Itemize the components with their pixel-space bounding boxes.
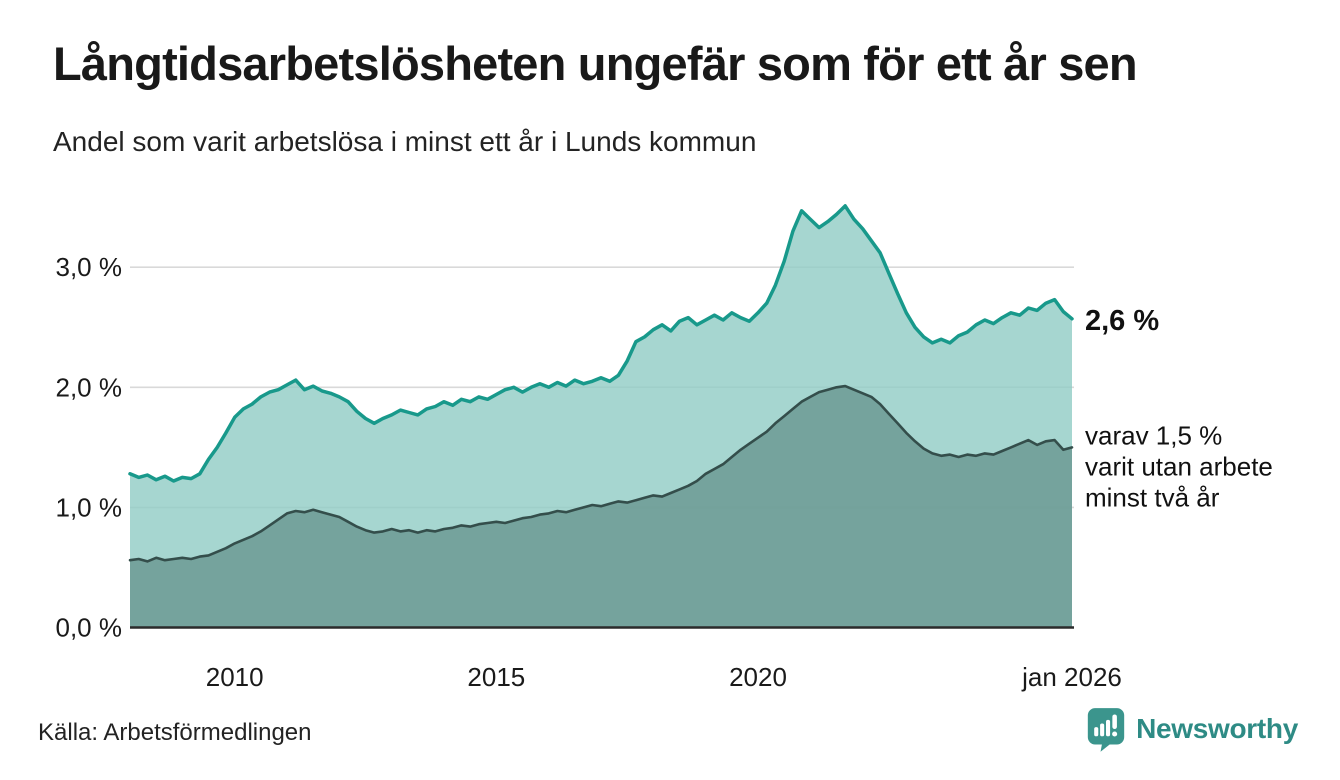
y-tick-label: 2,0 % [56, 372, 123, 402]
x-tick-label: 2015 [467, 662, 525, 692]
y-tick-label: 3,0 % [56, 252, 123, 282]
chart-subtitle: Andel som varit arbetslösa i minst ett å… [53, 126, 757, 157]
series-min-one-year-line [128, 204, 1074, 483]
two-year-annotation: varav 1,5 % varit utan arbete minst två … [1085, 420, 1273, 512]
x-tick-label: jan 2026 [1021, 662, 1122, 692]
y-tick-label: 0,0 % [56, 613, 123, 643]
source-note: Källa: Arbetsförmedlingen [38, 719, 312, 746]
x-tick-label: 2010 [206, 662, 264, 692]
x-tick-label: 2020 [729, 662, 787, 692]
series-min-two-years-line [128, 384, 1074, 563]
two-year-annotation-line: minst två år [1085, 482, 1220, 512]
page-title: Långtidsarbetslösheten ungefär som för e… [53, 37, 1138, 90]
newsworthy-branding: Newsworthy [1086, 706, 1298, 752]
two-year-annotation-line: varav 1,5 % [1085, 420, 1222, 450]
y-tick-label: 1,0 % [56, 492, 123, 522]
y-axis-labels: 0,0 % 1,0 % 2,0 % 3,0 % [56, 252, 123, 642]
newsworthy-wordmark: Newsworthy [1136, 713, 1298, 744]
two-year-annotation-line: varit utan arbete [1085, 451, 1273, 481]
newsworthy-bubble-chart-icon [1087, 708, 1125, 752]
x-axis-labels: 2010 2015 2020 jan 2026 [206, 662, 1122, 692]
latest-value-label: 2,6 % [1085, 305, 1159, 337]
